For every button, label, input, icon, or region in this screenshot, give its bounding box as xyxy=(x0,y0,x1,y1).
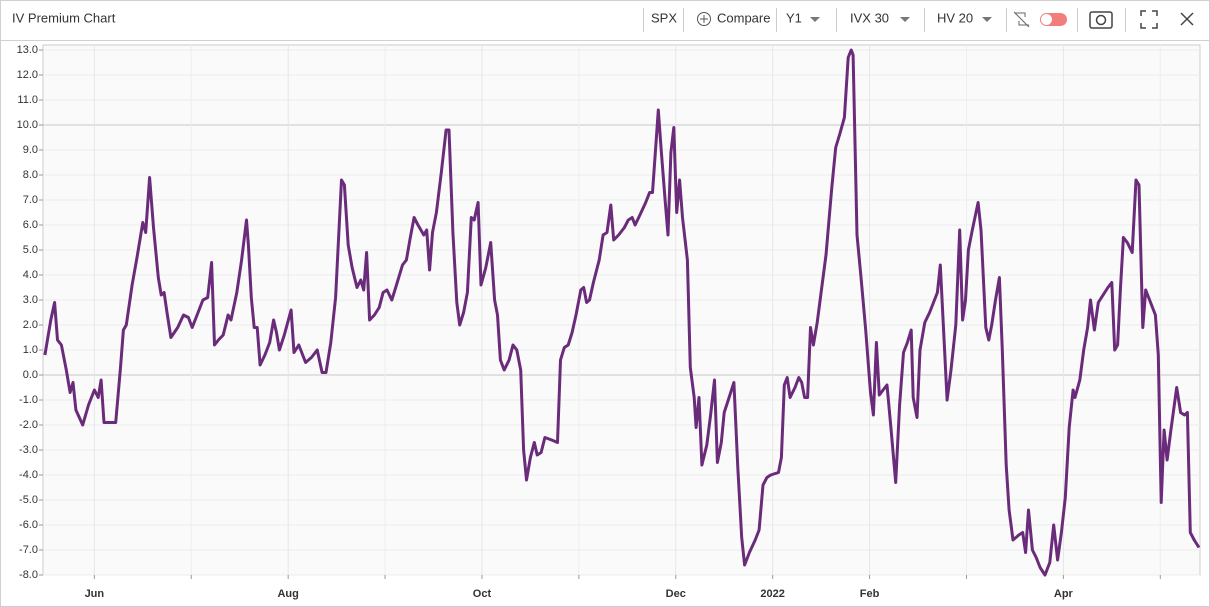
y-tick-label: -7.0 xyxy=(19,544,38,556)
dropdown-arrow[interactable] xyxy=(982,17,992,22)
compare-button[interactable]: Compare xyxy=(717,10,770,25)
y-tick-label: -8.0 xyxy=(19,569,38,581)
y-tick-label: 1.0 xyxy=(23,344,38,356)
toolbar xyxy=(643,8,1126,32)
sync-icon[interactable] xyxy=(1013,11,1030,28)
y-tick-label: 4.0 xyxy=(23,269,38,281)
x-tick-label: Oct xyxy=(473,588,492,600)
y-tick-label: -4.0 xyxy=(19,469,38,481)
y-tick-label: 2.0 xyxy=(23,319,38,331)
y-tick-label: 12.0 xyxy=(17,69,38,81)
symbol-button[interactable]: SPX xyxy=(651,10,677,25)
fullscreen-icon[interactable] xyxy=(1140,10,1158,29)
camera-icon[interactable] xyxy=(1089,11,1113,29)
y-tick-label: -1.0 xyxy=(19,394,38,406)
compare-icon[interactable] xyxy=(697,12,711,26)
dropdown-arrow[interactable] xyxy=(810,17,820,22)
y-tick-label: 5.0 xyxy=(23,244,38,256)
y-tick-label: -5.0 xyxy=(19,494,38,506)
chart-title: IV Premium Chart xyxy=(12,10,116,25)
close-icon[interactable] xyxy=(1180,12,1194,26)
y-tick-label: 9.0 xyxy=(23,144,38,156)
y-tick-label: 11.0 xyxy=(17,94,38,106)
compare-icon-plus xyxy=(700,15,708,23)
y-tick-label: -3.0 xyxy=(19,444,38,456)
toggle-knob xyxy=(1041,14,1052,25)
camera-lens xyxy=(1095,14,1107,26)
x-tick-label: Feb xyxy=(860,588,880,600)
y-tick-label: 13.0 xyxy=(17,44,38,56)
y-tick-label: -6.0 xyxy=(19,519,38,531)
y-tick-label: 3.0 xyxy=(23,294,38,306)
dropdown-arrow[interactable] xyxy=(900,17,910,22)
iv-select[interactable]: IVX 30 xyxy=(850,10,889,25)
y-tick-label: 6.0 xyxy=(23,219,38,231)
hv-select[interactable]: HV 20 xyxy=(937,10,973,25)
y-tick-label: 0.0 xyxy=(23,369,38,381)
x-tick-label: Jun xyxy=(85,588,105,600)
period-select[interactable]: Y1 xyxy=(786,10,802,25)
y-tick-label: 7.0 xyxy=(23,194,38,206)
y-tick-label: 10.0 xyxy=(17,119,38,131)
x-tick-label: Apr xyxy=(1054,588,1074,600)
x-tick-label: 2022 xyxy=(760,588,784,600)
x-tick-label: Aug xyxy=(277,588,298,600)
x-tick-label: Dec xyxy=(666,588,686,600)
y-tick-label: 8.0 xyxy=(23,169,38,181)
data-line xyxy=(43,48,1201,577)
y-tick-label: -2.0 xyxy=(19,419,38,431)
